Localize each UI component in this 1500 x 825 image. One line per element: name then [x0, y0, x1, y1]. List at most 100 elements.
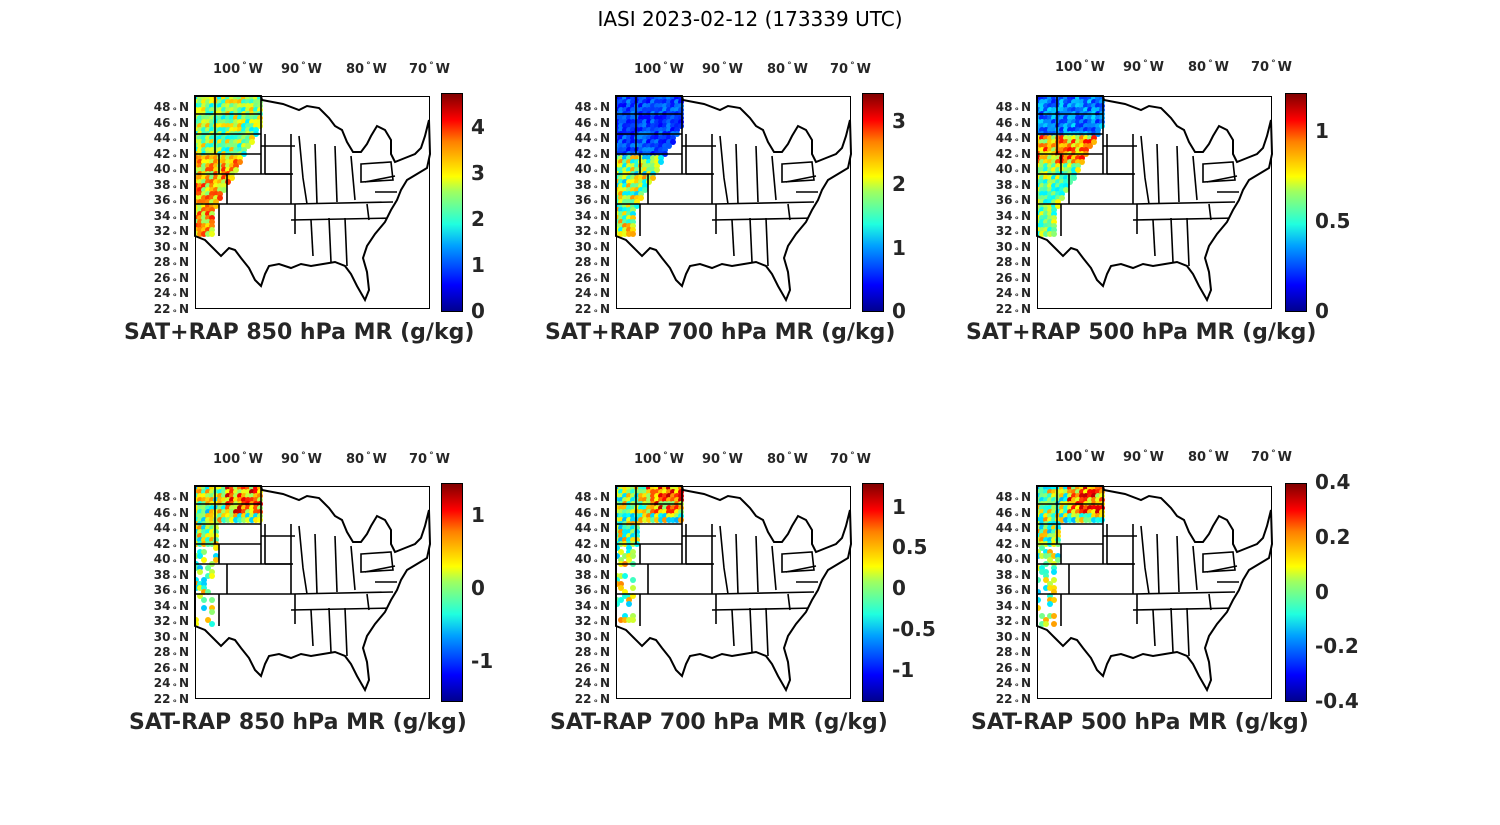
lon-direction: W [1214, 450, 1229, 465]
degree-symbol: ° [1014, 262, 1019, 273]
map-canvas [1036, 95, 1274, 309]
lat-degree: 44 [995, 521, 1013, 536]
retrieval-point [642, 187, 648, 193]
state-border [771, 545, 777, 591]
state-border [350, 155, 356, 201]
lat-direction: N [178, 598, 189, 613]
lat-label: 28 ° N [566, 645, 610, 662]
degree-symbol: ° [663, 451, 668, 461]
lat-direction: N [1020, 286, 1031, 301]
degree-symbol: ° [593, 574, 598, 585]
lat-degree: 22 [153, 302, 171, 316]
degree-symbol: ° [593, 621, 598, 632]
lat-label: 30 ° N [987, 240, 1031, 257]
retrieval-point [221, 187, 227, 193]
state-border [298, 525, 308, 595]
lat-label: 26 ° N [566, 661, 610, 678]
degree-symbol: ° [593, 200, 598, 211]
lat-degree: 42 [995, 146, 1013, 161]
lat-direction: N [178, 692, 189, 706]
lat-degree: 26 [153, 660, 171, 675]
lat-degree: 30 [995, 629, 1013, 644]
degree-symbol: ° [1014, 512, 1019, 523]
degree-symbol: ° [663, 61, 668, 71]
retrieval-point [1075, 167, 1081, 173]
lat-label: 42 ° N [145, 536, 189, 554]
degree-symbol: ° [593, 605, 598, 616]
state-border [1140, 135, 1150, 205]
lat-direction: N [178, 255, 189, 270]
lat-degree: 48 [574, 100, 592, 114]
retrieval-point [213, 545, 219, 551]
degree-symbol: ° [593, 231, 598, 242]
colorbar-tick-label: 0 [892, 576, 906, 601]
state-border [781, 161, 815, 183]
colorbar-tick-label: 1 [471, 252, 485, 277]
degree-symbol: ° [1014, 667, 1019, 678]
lat-label: 38 ° N [145, 568, 189, 585]
retrieval-point [650, 175, 656, 181]
map-panel-sat-rap-sum-700: 100 ° W 90 ° W 80 ° W 70 ° W 48 ° N 46 ° N 44 ° N 42 ° N 40 ° N 38 °… [556, 56, 976, 356]
lat-direction: N [178, 193, 189, 208]
panel-title: SAT+RAP 850 hPa MR (g/kg) [124, 320, 475, 345]
lat-direction: N [178, 536, 189, 551]
map-panel-sat-rap-diff-700: 100 ° W 90 ° W 80 ° W 70 ° W 48 ° N 46 ° N 44 ° N 42 ° N 40 ° N 38 °… [556, 446, 976, 746]
state-border [719, 135, 729, 205]
lon-label: 80 ° W [346, 451, 387, 467]
retrieval-point [233, 167, 239, 173]
degree-symbol: ° [301, 61, 306, 71]
degree-symbol: ° [172, 512, 177, 523]
degree-symbol: ° [593, 559, 598, 570]
colorbar [862, 93, 884, 312]
retrieval-swath [195, 96, 263, 237]
lon-label: 90 ° W [1123, 449, 1164, 465]
state-border [749, 607, 753, 653]
country-outline [1036, 95, 1274, 303]
degree-symbol: ° [429, 451, 434, 461]
lon-direction: W [1090, 60, 1105, 75]
lat-degree: 42 [574, 536, 592, 551]
lat-direction: N [599, 490, 610, 504]
lon-label: 90 ° W [702, 451, 743, 467]
degree-symbol: ° [722, 451, 727, 461]
lat-degree: 28 [574, 255, 592, 270]
state-border [731, 609, 735, 647]
degree-symbol: ° [1014, 559, 1019, 570]
colorbar-tick-label: 1 [1315, 119, 1329, 144]
lon-label: 100 ° W [1055, 59, 1105, 75]
map-panel-sat-rap-sum-500: 100 ° W 90 ° W 80 ° W 70 ° W 48 ° N 46 ° N 44 ° N 42 ° N 40 ° N 38 °… [977, 56, 1397, 356]
lat-degree: 44 [153, 521, 171, 536]
lat-direction: N [178, 286, 189, 301]
degree-symbol: ° [593, 497, 598, 507]
lat-label: 40 ° N [145, 552, 189, 569]
colorbar-tick-label: 0 [471, 575, 485, 600]
lat-degree: 38 [574, 567, 592, 582]
colorbar-tick-label: 2 [471, 206, 485, 231]
lat-label: 36 ° N [145, 583, 189, 600]
lat-direction: N [599, 100, 610, 114]
state-border [787, 203, 791, 221]
lon-degree: 80 [1188, 450, 1207, 465]
lon-direction: W [669, 452, 684, 467]
lon-direction: W [1214, 60, 1229, 75]
state-border [771, 155, 777, 201]
retrieval-point [1051, 577, 1057, 583]
lat-label: 46 ° N [987, 506, 1031, 523]
degree-symbol: ° [172, 184, 177, 195]
degree-symbol: ° [1014, 153, 1019, 164]
lat-degree: 32 [995, 614, 1013, 629]
lat-degree: 28 [153, 645, 171, 660]
state-border [366, 203, 370, 221]
state-border [1192, 545, 1198, 591]
retrieval-point [1051, 597, 1057, 603]
lat-label: 42 ° N [566, 536, 610, 554]
state-border [1176, 145, 1180, 203]
retrieval-point [1047, 557, 1053, 563]
lat-direction: N [1020, 645, 1031, 660]
lon-direction: W [372, 62, 387, 77]
lat-direction: N [599, 598, 610, 613]
lat-direction: N [178, 208, 189, 223]
lat-degree: 46 [153, 505, 171, 520]
lat-label: 44 ° N [566, 521, 610, 538]
lat-degree: 40 [995, 162, 1013, 177]
